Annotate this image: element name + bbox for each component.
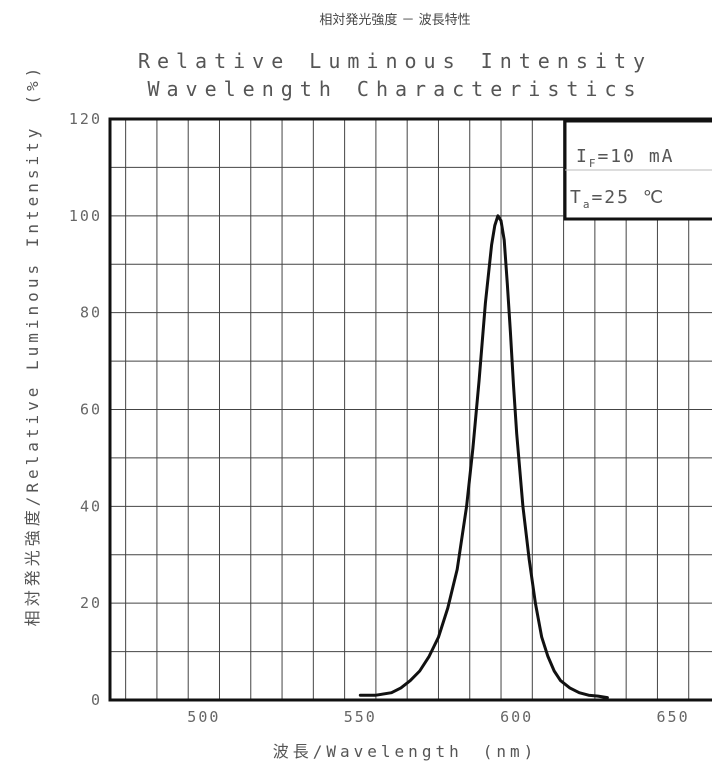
condition-ambient-temperature: Ta=25 ℃ — [570, 187, 665, 211]
y-tick-label: 40 — [80, 497, 102, 515]
y-tick-label: 60 — [80, 401, 102, 419]
tick-labels: 500 550 600 650 0 20 40 60 80 100 120 — [69, 110, 690, 726]
y-tick-label: 100 — [69, 207, 102, 225]
conditions-box: IF=10 mA Ta=25 ℃ — [563, 119, 712, 221]
spectrum-curve — [358, 214, 609, 700]
y-tick-label: 0 — [91, 691, 102, 709]
y-tick-label: 20 — [80, 594, 102, 612]
condition-forward-current: IF=10 mA — [576, 146, 675, 170]
condition-if-subscript: F — [589, 157, 598, 170]
chart-title-japanese: 相対発光強度 － 波長特性 — [319, 12, 470, 28]
y-tick-label: 120 — [69, 110, 102, 128]
x-tick-label: 650 — [657, 708, 690, 726]
plot-frame — [108, 117, 712, 702]
condition-if-symbol: I — [576, 146, 589, 167]
x-tick-label: 550 — [344, 708, 377, 726]
condition-if-value: =10 mA — [597, 146, 674, 167]
x-axis-label: 波長/Wavelength (nm) — [273, 742, 538, 761]
y-tick-label: 80 — [80, 304, 102, 322]
condition-ta-subscript: a — [583, 198, 592, 211]
chart-title-english-line2: Wavelength Characteristics — [147, 77, 642, 101]
x-tick-label: 600 — [500, 708, 533, 726]
y-axis-label: 相対発光強度/Relative Luminous Intensity (%) — [23, 64, 42, 627]
x-tick-label: 500 — [187, 708, 220, 726]
chart-title-english-line1: Relative Luminous Intensity — [138, 49, 652, 73]
condition-ta-value: =25 ℃ — [591, 187, 665, 208]
condition-ta-symbol: T — [570, 187, 583, 208]
